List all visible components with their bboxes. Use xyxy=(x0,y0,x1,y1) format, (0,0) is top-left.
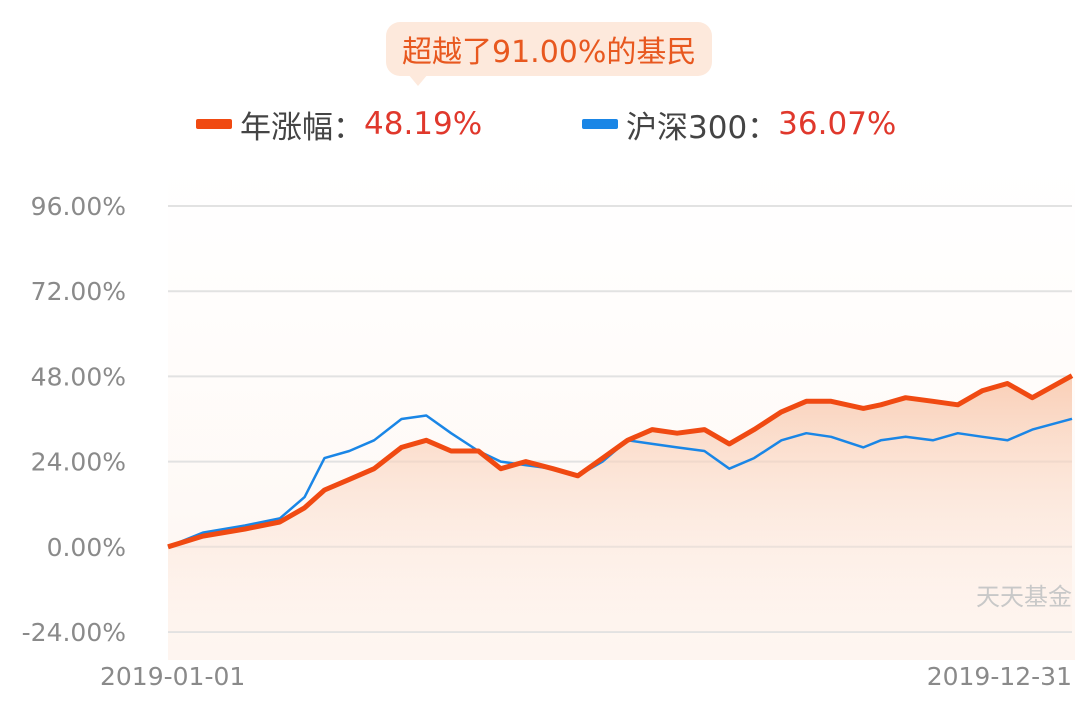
x-axis-ticks: 2019-01-01 2019-12-31 xyxy=(100,662,1072,691)
y-tick-label: 96.00% xyxy=(31,192,126,221)
series-area-fund xyxy=(168,375,1072,632)
legend-swatch-fund xyxy=(196,119,232,129)
watermark: 天天基金 xyxy=(976,583,1072,611)
legend-value-index: 36.07% xyxy=(778,106,897,142)
x-tick-label: 2019-01-01 xyxy=(100,662,245,691)
rank-badge: 超越了91.00%的基民 xyxy=(386,22,713,86)
y-tick-label: 0.00% xyxy=(47,533,126,562)
legend-item-index: 沪深300： 36.07% xyxy=(582,104,897,146)
series-lines xyxy=(167,373,1074,550)
series-line-fund xyxy=(167,373,1074,550)
legend-value-fund: 48.19% xyxy=(364,106,483,142)
y-tick-label: 24.00% xyxy=(31,448,126,477)
legend-item-fund: 年涨幅： 48.19% xyxy=(196,104,483,146)
y-tick-label: 48.00% xyxy=(31,362,126,391)
legend-label-fund: 年涨幅： xyxy=(240,109,364,146)
series-area xyxy=(168,375,1072,632)
legend-label-index: 沪深300： xyxy=(626,109,779,146)
legend-swatch-index xyxy=(582,119,618,129)
y-tick-label: 72.00% xyxy=(31,277,126,306)
x-tick-label: 2019-12-31 xyxy=(927,662,1072,691)
y-tick-label: -24.00% xyxy=(22,618,126,647)
y-axis-ticks: 96.00% 72.00% 48.00% 24.00% 0.00% -24.00% xyxy=(22,192,126,647)
